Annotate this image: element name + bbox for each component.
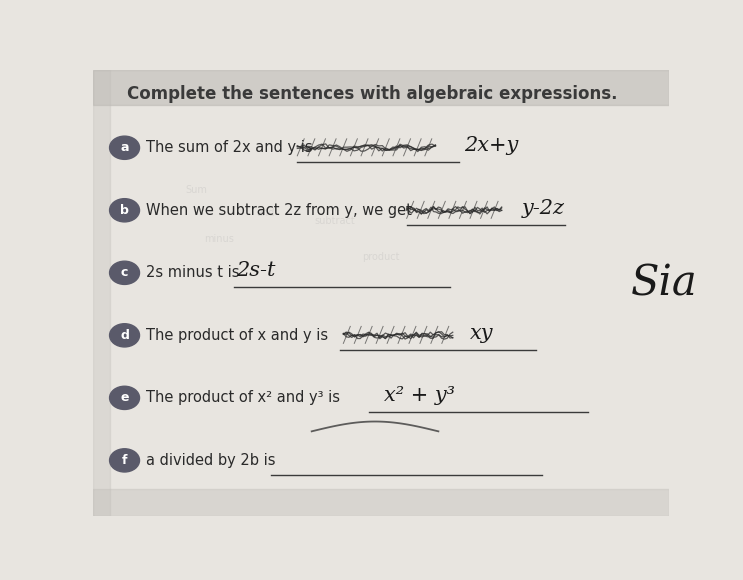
- Text: f: f: [122, 454, 127, 467]
- Text: product: product: [362, 252, 400, 262]
- Bar: [93, 70, 110, 516]
- Circle shape: [109, 324, 140, 347]
- Text: d: d: [120, 329, 129, 342]
- Circle shape: [109, 449, 140, 472]
- Text: The product of x² and y³ is: The product of x² and y³ is: [146, 390, 345, 405]
- Text: 2x+y: 2x+y: [464, 136, 519, 155]
- Bar: [93, 70, 669, 106]
- Text: 2s-t: 2s-t: [236, 261, 275, 280]
- Text: Complete the sentences with algebraic expressions.: Complete the sentences with algebraic ex…: [128, 85, 618, 103]
- Text: y-2z: y-2z: [522, 198, 565, 218]
- Text: x² + y³: x² + y³: [383, 386, 455, 405]
- Text: When we subtract 2z from y, we get: When we subtract 2z from y, we get: [146, 203, 417, 218]
- Bar: [93, 490, 669, 516]
- Text: Sia: Sia: [632, 263, 698, 305]
- Circle shape: [109, 136, 140, 160]
- Text: b: b: [120, 204, 129, 217]
- Text: The sum of 2x and y is: The sum of 2x and y is: [146, 140, 318, 155]
- Text: c: c: [121, 266, 129, 280]
- Text: subtract: subtract: [314, 216, 355, 226]
- Text: a: a: [120, 142, 129, 154]
- Text: xy: xy: [470, 324, 493, 343]
- Text: and: and: [256, 208, 275, 218]
- Text: a divided by 2b is: a divided by 2b is: [146, 453, 281, 468]
- Circle shape: [109, 199, 140, 222]
- Circle shape: [109, 386, 140, 409]
- Text: minus: minus: [204, 234, 235, 244]
- Text: 2s minus t is: 2s minus t is: [146, 265, 244, 280]
- Text: The product of x and y is: The product of x and y is: [146, 328, 333, 343]
- Text: Sum: Sum: [186, 185, 207, 195]
- Text: e: e: [120, 392, 129, 404]
- Circle shape: [109, 261, 140, 284]
